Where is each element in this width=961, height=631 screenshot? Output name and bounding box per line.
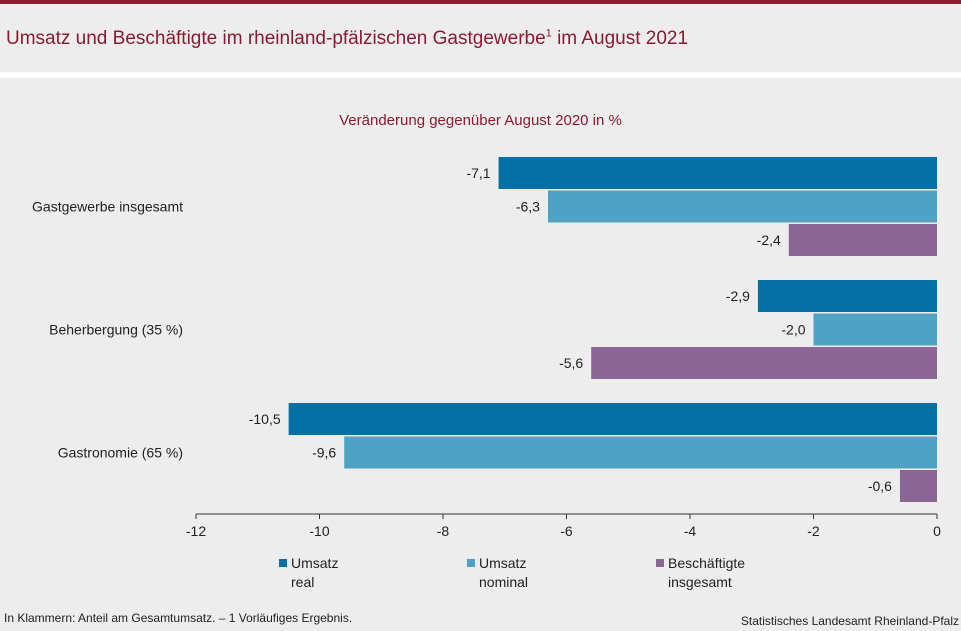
legend-label-umsatz-nominal: Umsatz nominal <box>479 555 529 590</box>
bar <box>757 280 937 312</box>
bar <box>344 436 937 469</box>
footnote: In Klammern: Anteil am Gesamtumsatz. – 1… <box>4 611 353 625</box>
data-label: -2,9 <box>726 288 750 304</box>
category-label: Gastronomie (65 %) <box>58 445 183 461</box>
data-label: -5,6 <box>559 355 583 371</box>
legend-swatch-beschaeftigte <box>656 559 664 567</box>
category-label: Beherbergung (35 %) <box>49 322 183 338</box>
header-divider <box>0 72 961 78</box>
data-label: -2,0 <box>781 322 805 338</box>
chart-subtitle: Veränderung gegenüber August 2020 in % <box>339 112 622 129</box>
data-label: -6,3 <box>516 199 540 215</box>
legend-swatch-umsatz-real <box>279 559 287 567</box>
x-tick-label: -10 <box>309 523 329 539</box>
legend-label-beschaeftigte: Beschäftigte insgesamt <box>668 555 746 590</box>
bar <box>591 347 937 379</box>
bar <box>288 403 937 435</box>
category-label: Gastgewerbe insgesamt <box>32 199 183 215</box>
legend-item-beschaeftigte: Beschäftigte insgesamt <box>656 554 746 592</box>
legend-swatch-umsatz-nominal <box>467 559 475 567</box>
bar <box>813 313 937 346</box>
source-credit: Statistisches Landesamt Rheinland-Pfalz <box>740 614 959 628</box>
legend-label-umsatz-real: Umsatz real <box>291 555 339 590</box>
bar <box>899 470 937 502</box>
bar <box>788 224 937 256</box>
x-tick-label: 0 <box>933 523 941 539</box>
legend-item-umsatz-real: Umsatz real <box>279 554 339 592</box>
title-footnote-mark: 1 <box>545 27 552 40</box>
bar <box>547 190 937 223</box>
x-tick-label: -12 <box>186 523 206 539</box>
legend-item-umsatz-nominal: Umsatz nominal <box>467 554 529 592</box>
title-suffix: im August 2021 <box>551 28 689 49</box>
data-label: -10,5 <box>249 411 281 427</box>
x-tick-label: -2 <box>807 523 820 539</box>
x-tick-label: -4 <box>684 523 697 539</box>
title-main: Umsatz und Beschäftigte im rheinland-pfä… <box>6 28 546 49</box>
top-accent-bar <box>0 0 961 4</box>
data-label: -7,1 <box>466 165 490 181</box>
x-tick-label: -6 <box>560 523 573 539</box>
data-label: -9,6 <box>312 445 336 461</box>
x-tick-label: -8 <box>437 523 450 539</box>
data-label: -2,4 <box>757 232 781 248</box>
bar <box>498 157 937 189</box>
data-label: -0,6 <box>868 478 892 494</box>
chart-title: Umsatz und Beschäftigte im rheinland-pfä… <box>6 28 688 50</box>
